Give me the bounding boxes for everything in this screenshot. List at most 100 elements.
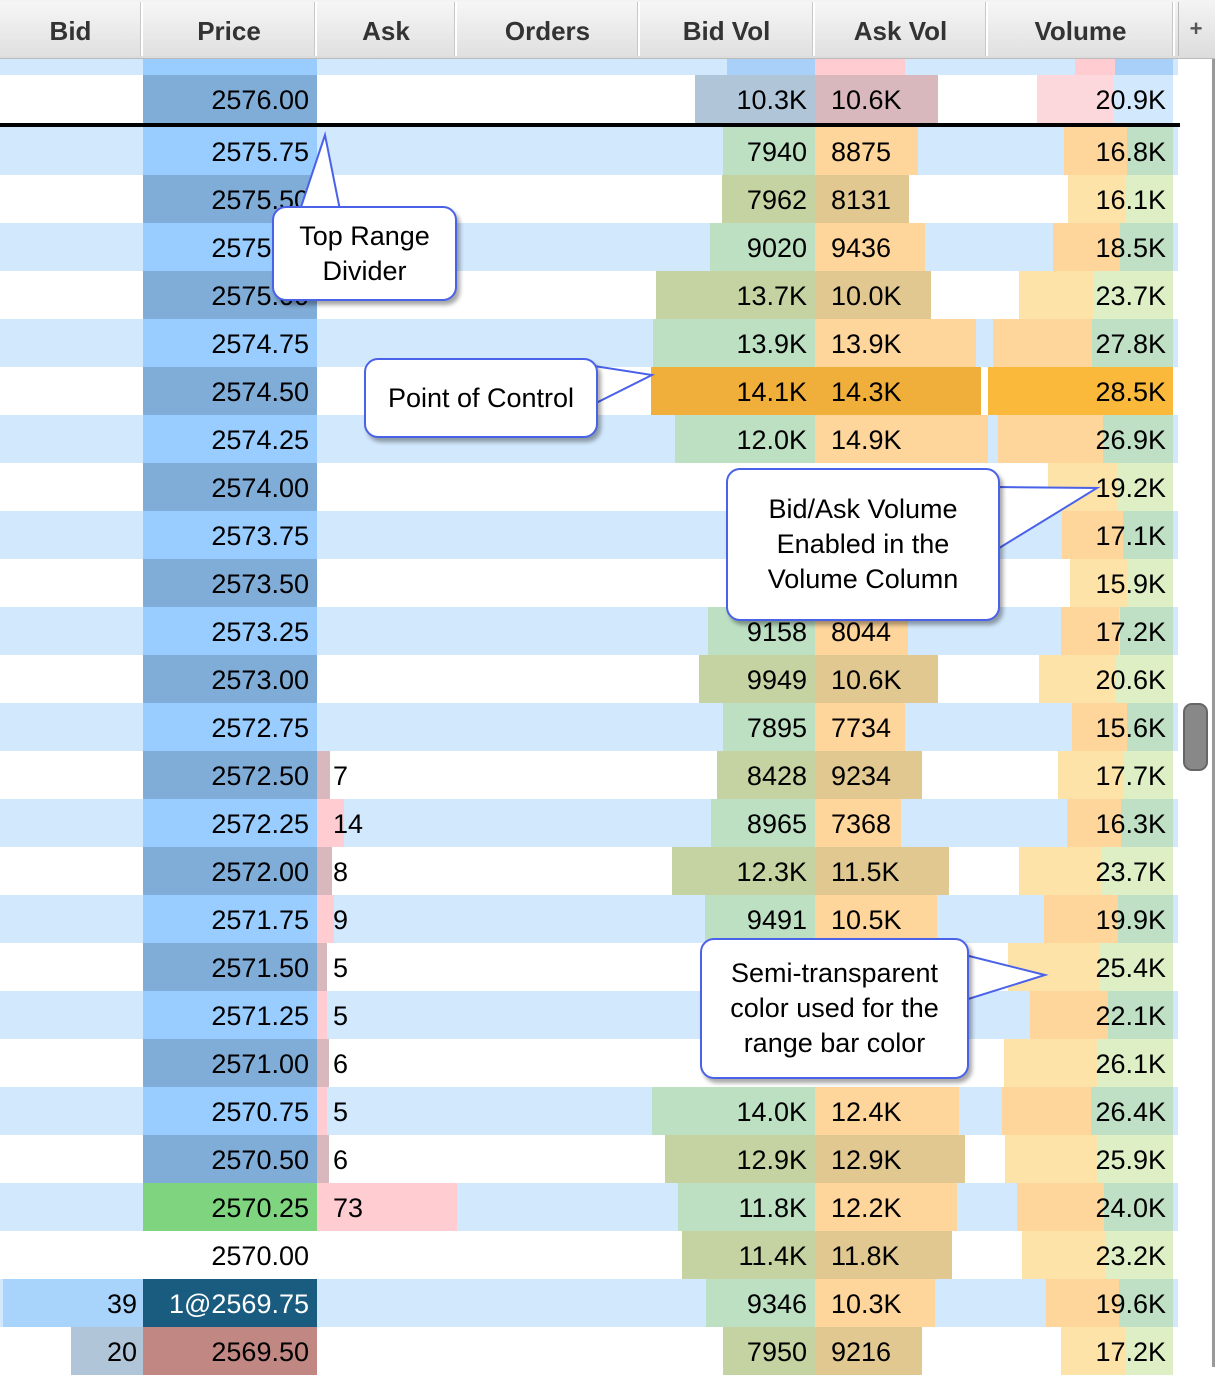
ladder-row: 2572.75 7895 7734 15.6K (0, 703, 1178, 751)
header-volume[interactable]: Volume (988, 2, 1175, 56)
callout-point-of-control: Point of Control (364, 358, 598, 438)
volume: 27.8K (1095, 329, 1166, 359)
volume: 16.8K (1095, 137, 1166, 167)
price[interactable]: 2573.50 (211, 569, 309, 599)
volume-ask-bar (1069, 559, 1127, 607)
price[interactable]: 2570.50 (211, 1145, 309, 1175)
bid-vol-bar (675, 415, 815, 463)
bid-vol-bar (653, 319, 815, 367)
bid-vol: 12.0K (736, 425, 807, 455)
ladder-row: 2572.25 14 8965 7368 16.3K (0, 799, 1178, 847)
volume-bid-bar (1108, 991, 1173, 1039)
price[interactable]: 2573.00 (211, 665, 309, 695)
bid-vol-bar (671, 847, 815, 895)
price-cell-bg (143, 1279, 317, 1327)
ask-size[interactable]: 14 (333, 809, 364, 839)
volume-ask-bar (1019, 847, 1102, 895)
bid-vol-bar (710, 223, 815, 271)
volume-ask-bar (1037, 75, 1113, 123)
ask-size[interactable]: 8 (333, 857, 349, 887)
price[interactable]: 2569.50 (211, 1337, 309, 1367)
bid-vol-bar (722, 127, 815, 175)
price[interactable]: 2575.75 (211, 137, 309, 167)
volume: 23.7K (1095, 857, 1166, 887)
volume-ask-bar (1071, 703, 1127, 751)
ask-size[interactable]: 73 (333, 1193, 364, 1223)
price-cell-bg (143, 463, 317, 511)
add-column-button[interactable]: + (1178, 2, 1213, 56)
price[interactable]: 2573.75 (211, 521, 309, 551)
volume-bid-bar (1116, 463, 1173, 511)
ask-vol-bar (815, 223, 925, 271)
window-border (1212, 0, 1215, 1367)
price[interactable]: 2570.75 (211, 1097, 309, 1127)
header-orders[interactable]: Orders (457, 2, 640, 56)
volume-ask-bar (1008, 943, 1099, 991)
header-price[interactable]: Price (143, 2, 317, 56)
ask-size[interactable]: 5 (333, 953, 349, 983)
ask-vol: 7734 (831, 713, 892, 743)
price[interactable]: 2571.75 (211, 905, 309, 935)
volume: 22.1K (1095, 1001, 1166, 1031)
price-cell-bg (143, 895, 317, 943)
bid-vol: 7940 (746, 137, 807, 167)
header-ask[interactable]: Ask (317, 2, 457, 56)
ladder-row: 2571.75 9 9491 10.5K 19.9K (0, 895, 1178, 943)
ask-vol-bar (815, 367, 982, 415)
bid-vol-bar (722, 175, 815, 223)
price[interactable]: 2576.00 (211, 85, 309, 115)
ask-size[interactable]: 5 (333, 1097, 349, 1127)
volume-bid-bar (1098, 943, 1173, 991)
volume: 17.1K (1095, 521, 1166, 551)
price[interactable]: 2574.00 (211, 473, 309, 503)
volume: 16.1K (1095, 185, 1166, 215)
volume-ask-bar (992, 319, 1092, 367)
price[interactable]: 2574.25 (211, 425, 309, 455)
ask-vol-bar (815, 1183, 957, 1231)
ask-size[interactable]: 6 (333, 1145, 349, 1175)
volume-bid-bar (1106, 1231, 1173, 1279)
price-cell-bg (143, 75, 317, 123)
callout-top-range-divider: Top Range Divider (272, 206, 457, 301)
volume: 23.7K (1095, 281, 1166, 311)
price[interactable]: 2572.25 (211, 809, 309, 839)
vertical-scrollbar-thumb[interactable] (1183, 703, 1208, 771)
price[interactable]: 2574.50 (211, 377, 309, 407)
price[interactable]: 2573.25 (211, 617, 309, 647)
price[interactable]: 2572.00 (211, 857, 309, 887)
ask-size[interactable]: 9 (333, 905, 349, 935)
header-bid-vol[interactable]: Bid Vol (640, 2, 815, 56)
bid-vol-bar (682, 1231, 815, 1279)
bid-vol-bar (651, 367, 815, 415)
bid-size[interactable]: 39 (106, 1289, 137, 1319)
price[interactable]: 2570.00 (211, 1241, 309, 1271)
ask-size[interactable]: 5 (333, 1001, 349, 1031)
header-ask-vol[interactable]: Ask Vol (815, 2, 988, 56)
price[interactable]: 1@2569.75 (168, 1289, 309, 1319)
volume-ask-bar (1061, 607, 1120, 655)
price[interactable]: 2571.25 (211, 1001, 309, 1031)
poc-callout-tail (593, 364, 656, 406)
price[interactable]: 2572.50 (211, 761, 309, 791)
ask-vol: 9436 (831, 233, 892, 263)
price[interactable]: 2571.00 (211, 1049, 309, 1079)
ask-vol-bar (815, 703, 905, 751)
ask-vol-bar (815, 415, 988, 463)
ask-vol: 8875 (831, 137, 892, 167)
price[interactable]: 2570.25 (211, 1193, 309, 1223)
ask-vol-bar (815, 655, 939, 703)
ask-size[interactable]: 7 (333, 761, 349, 791)
price-cell-bg (143, 1135, 317, 1183)
price[interactable]: 2571.50 (211, 953, 309, 983)
price-cell-bg (143, 703, 317, 751)
volume-ask-bar (1017, 1183, 1105, 1231)
bid-size[interactable]: 20 (106, 1337, 137, 1367)
ask-vol-bar (815, 127, 919, 175)
price[interactable]: 2572.75 (211, 713, 309, 743)
ladder-row: 2570.75 5 14.0K 12.4K 26.4K (0, 1087, 1178, 1135)
ask-size[interactable]: 6 (333, 1049, 349, 1079)
price[interactable]: 2574.75 (211, 329, 309, 359)
header-bid[interactable]: Bid (0, 2, 143, 56)
price-cell-bg (143, 799, 317, 847)
volume: 26.1K (1095, 1049, 1166, 1079)
